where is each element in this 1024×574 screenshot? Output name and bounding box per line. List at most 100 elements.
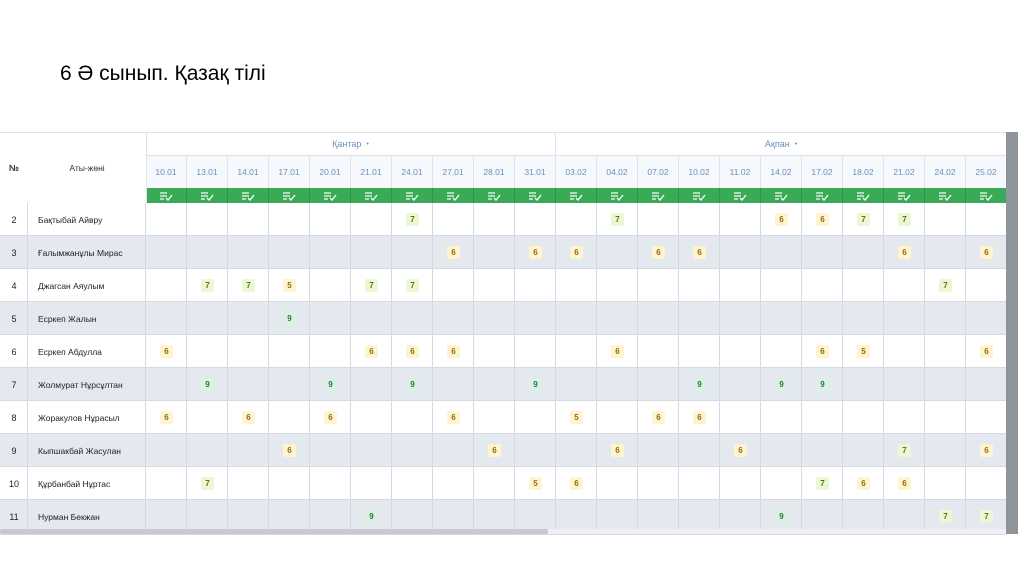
date-header[interactable]: 24.01 bbox=[392, 156, 433, 188]
grade-badge[interactable]: 6 bbox=[734, 444, 747, 457]
lesson-tasks-button[interactable] bbox=[515, 188, 556, 203]
lesson-tasks-button[interactable] bbox=[269, 188, 310, 203]
horizontal-scrollbar-thumb[interactable] bbox=[0, 529, 548, 534]
lesson-tasks-button[interactable] bbox=[556, 188, 597, 203]
grade-badge[interactable]: 9 bbox=[324, 378, 337, 391]
grade-badge[interactable]: 6 bbox=[857, 477, 870, 490]
grade-badge[interactable]: 7 bbox=[816, 477, 829, 490]
date-header[interactable]: 21.01 bbox=[351, 156, 392, 188]
grade-badge[interactable]: 6 bbox=[611, 345, 624, 358]
date-header[interactable]: 10.01 bbox=[146, 156, 187, 188]
grade-badge[interactable]: 6 bbox=[652, 246, 665, 259]
grade-badge[interactable]: 7 bbox=[611, 213, 624, 226]
grade-badge[interactable]: 6 bbox=[324, 411, 337, 424]
grade-badge[interactable]: 6 bbox=[570, 246, 583, 259]
grade-badge[interactable]: 6 bbox=[447, 246, 460, 259]
grade-badge[interactable]: 6 bbox=[611, 444, 624, 457]
grade-badge[interactable]: 6 bbox=[365, 345, 378, 358]
grade-badge[interactable]: 5 bbox=[857, 345, 870, 358]
grade-badge[interactable]: 6 bbox=[529, 246, 542, 259]
grade-badge[interactable]: 6 bbox=[980, 246, 993, 259]
grade-badge[interactable]: 6 bbox=[775, 213, 788, 226]
date-header[interactable]: 18.02 bbox=[843, 156, 884, 188]
date-header[interactable]: 28.01 bbox=[474, 156, 515, 188]
grade-badge[interactable]: 6 bbox=[693, 246, 706, 259]
date-header[interactable]: 07.02 bbox=[638, 156, 679, 188]
date-header[interactable]: 14.01 bbox=[228, 156, 269, 188]
grade-badge[interactable]: 7 bbox=[201, 477, 214, 490]
grade-badge[interactable]: 9 bbox=[201, 378, 214, 391]
grade-badge[interactable]: 7 bbox=[939, 279, 952, 292]
grade-badge[interactable]: 9 bbox=[775, 378, 788, 391]
lesson-tasks-button[interactable] bbox=[474, 188, 515, 203]
grade-badge[interactable]: 9 bbox=[283, 312, 296, 325]
grade-badge[interactable]: 6 bbox=[406, 345, 419, 358]
grade-badge[interactable]: 9 bbox=[406, 378, 419, 391]
grade-badge[interactable]: 6 bbox=[980, 444, 993, 457]
grade-badge[interactable]: 6 bbox=[898, 477, 911, 490]
grade-badge[interactable]: 7 bbox=[939, 510, 952, 523]
grade-badge[interactable]: 6 bbox=[816, 345, 829, 358]
lesson-tasks-button[interactable] bbox=[228, 188, 269, 203]
student-name[interactable]: Нурман Бекжан bbox=[38, 511, 100, 522]
grade-badge[interactable]: 7 bbox=[857, 213, 870, 226]
lesson-tasks-button[interactable] bbox=[597, 188, 638, 203]
lesson-tasks-button[interactable] bbox=[679, 188, 720, 203]
date-header[interactable]: 04.02 bbox=[597, 156, 638, 188]
grade-badge[interactable]: 9 bbox=[529, 378, 542, 391]
grade-badge[interactable]: 6 bbox=[898, 246, 911, 259]
date-header[interactable]: 10.02 bbox=[679, 156, 720, 188]
grade-badge[interactable]: 5 bbox=[283, 279, 296, 292]
lesson-tasks-button[interactable] bbox=[310, 188, 351, 203]
lesson-tasks-button[interactable] bbox=[843, 188, 884, 203]
lesson-tasks-button[interactable] bbox=[638, 188, 679, 203]
grade-badge[interactable]: 7 bbox=[365, 279, 378, 292]
grade-badge[interactable]: 7 bbox=[201, 279, 214, 292]
grade-badge[interactable]: 7 bbox=[242, 279, 255, 292]
date-header[interactable]: 27.01 bbox=[433, 156, 474, 188]
date-header[interactable]: 20.01 bbox=[310, 156, 351, 188]
date-header[interactable]: 31.01 bbox=[515, 156, 556, 188]
grade-badge[interactable]: 7 bbox=[406, 279, 419, 292]
date-header[interactable]: 14.02 bbox=[761, 156, 802, 188]
date-header[interactable]: 13.01 bbox=[187, 156, 228, 188]
date-header[interactable]: 17.01 bbox=[269, 156, 310, 188]
grade-badge[interactable]: 6 bbox=[693, 411, 706, 424]
grade-badge[interactable]: 9 bbox=[365, 510, 378, 523]
lesson-tasks-button[interactable] bbox=[720, 188, 761, 203]
grade-badge[interactable]: 6 bbox=[570, 477, 583, 490]
month-header[interactable]: Ақпан • bbox=[556, 133, 1006, 156]
grade-badge[interactable]: 6 bbox=[447, 411, 460, 424]
grade-badge[interactable]: 6 bbox=[816, 213, 829, 226]
student-name[interactable]: Кыпшакбай Жасулан bbox=[38, 445, 121, 456]
lesson-tasks-button[interactable] bbox=[761, 188, 802, 203]
student-name[interactable]: Бақтыбай Айвру bbox=[38, 214, 103, 225]
student-name[interactable]: Ғалымжанұлы Мирас bbox=[38, 247, 123, 258]
grade-badge[interactable]: 9 bbox=[693, 378, 706, 391]
grade-badge[interactable]: 6 bbox=[652, 411, 665, 424]
lesson-tasks-button[interactable] bbox=[966, 188, 1006, 203]
lesson-tasks-button[interactable] bbox=[146, 188, 187, 203]
student-name[interactable]: Есркеп Абдулла bbox=[38, 346, 102, 357]
lesson-tasks-button[interactable] bbox=[351, 188, 392, 203]
grade-badge[interactable]: 7 bbox=[898, 444, 911, 457]
date-header[interactable]: 17.02 bbox=[802, 156, 843, 188]
grade-badge[interactable]: 6 bbox=[242, 411, 255, 424]
lesson-tasks-button[interactable] bbox=[925, 188, 966, 203]
date-header[interactable]: 24.02 bbox=[925, 156, 966, 188]
grade-badge[interactable]: 7 bbox=[980, 510, 993, 523]
date-header[interactable]: 11.02 bbox=[720, 156, 761, 188]
grade-badge[interactable]: 6 bbox=[160, 411, 173, 424]
grade-badge[interactable]: 5 bbox=[529, 477, 542, 490]
grade-badge[interactable]: 6 bbox=[447, 345, 460, 358]
lesson-tasks-button[interactable] bbox=[802, 188, 843, 203]
date-header[interactable]: 25.02 bbox=[966, 156, 1006, 188]
grade-badge[interactable]: 9 bbox=[775, 510, 788, 523]
student-name[interactable]: Жоракулов Нұрасыл bbox=[38, 412, 120, 423]
student-name[interactable]: Джагсан Аяулым bbox=[38, 280, 105, 291]
lesson-tasks-button[interactable] bbox=[884, 188, 925, 203]
grade-badge[interactable]: 7 bbox=[898, 213, 911, 226]
grade-badge[interactable]: 9 bbox=[816, 378, 829, 391]
student-name[interactable]: Жолмурат Нұрсұлтан bbox=[38, 379, 123, 390]
grade-badge[interactable]: 6 bbox=[160, 345, 173, 358]
